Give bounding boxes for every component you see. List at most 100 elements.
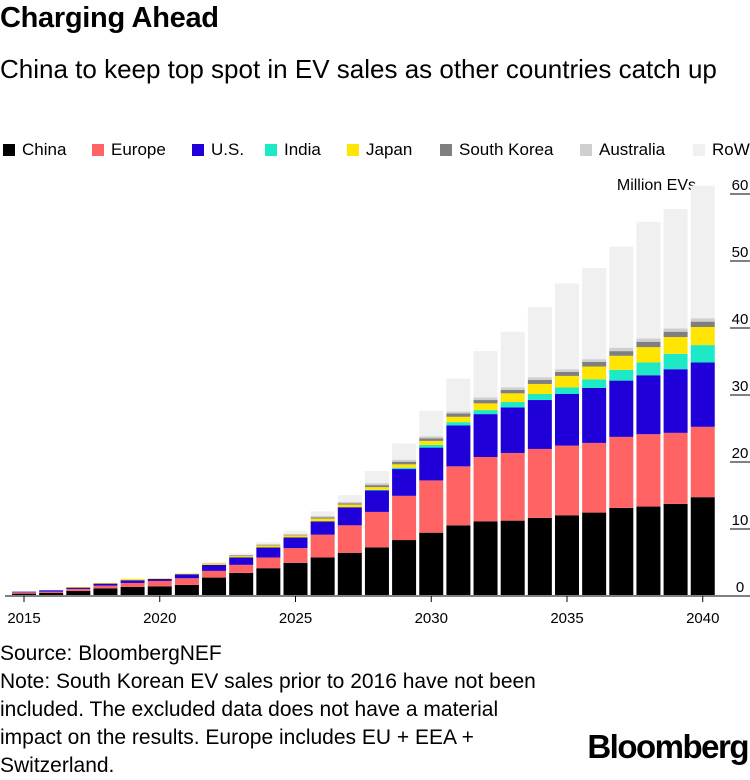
bar-segment-2031-row	[446, 378, 471, 412]
chart-subtitle: China to keep top spot in EV sales as ot…	[0, 54, 717, 84]
bar-segment-2031-china	[446, 525, 471, 595]
bar-segment-2025-china	[283, 562, 308, 595]
legend-label-india: India	[284, 140, 321, 159]
bar-segment-2036-europe	[582, 442, 607, 513]
source-text: Source: BloombergNEF	[0, 642, 222, 665]
bar-segment-2022-japan	[202, 563, 227, 565]
legend-label-us: U.S.	[211, 140, 245, 159]
legend-label-japan: Japan	[366, 140, 413, 159]
bar-segment-2029-row	[392, 443, 417, 460]
bar-segment-2033-india	[500, 402, 525, 408]
y-tick-label-40: 40	[732, 311, 749, 328]
bar-segment-2020-japan	[147, 578, 172, 579]
bar-segment-2033-china	[500, 520, 525, 595]
bar-segment-2028-u-s-	[364, 490, 389, 512]
legend-item-japan: Japan	[347, 140, 412, 160]
bar-segment-2022-china	[202, 577, 227, 595]
bar-segment-2031-australia	[446, 411, 471, 414]
bar-segment-2017-europe	[66, 588, 91, 591]
bar-segment-2016-u-s-	[39, 590, 64, 592]
bar-segment-2029-india	[392, 467, 417, 470]
chart-footer: Source: BloombergNEF Note: South Korean …	[0, 640, 540, 780]
bar-segment-2038-row	[636, 221, 661, 339]
bar-segment-2030-row	[419, 410, 444, 437]
bar-segment-2021-row	[174, 572, 199, 574]
bar-segment-2023-u-s-	[229, 557, 254, 565]
bloomberg-logo: Bloomberg	[587, 728, 749, 765]
bar-segment-2037-australia	[609, 347, 634, 352]
bar-segment-2036-china	[582, 512, 607, 595]
bar-segment-2035-india	[555, 387, 579, 394]
bar-segment-2038-u-s-	[636, 375, 661, 435]
legend-swatch-row	[693, 144, 705, 156]
bar-segment-2023-china	[229, 572, 254, 595]
legend-swatch-china	[3, 144, 15, 156]
bar-segment-2028-south-korea	[364, 485, 389, 488]
bar-segment-2039-row	[663, 209, 688, 329]
bar-segment-2035-row	[555, 283, 579, 370]
bar-segment-2038-japan	[636, 347, 661, 363]
bar-segment-2030-u-s-	[419, 447, 444, 481]
legend-item-europe: Europe	[92, 140, 166, 160]
bar-segment-2015-china	[12, 593, 36, 595]
y-tick-label-0: 0	[736, 579, 744, 596]
legend-label-row: RoW	[712, 140, 750, 159]
legend-item-us: U.S.	[192, 140, 244, 160]
legend-swatch-india	[265, 144, 277, 156]
bar-segment-2034-australia	[527, 377, 552, 380]
bar-segment-2036-u-s-	[582, 387, 607, 443]
bar-segment-2032-japan	[473, 403, 498, 411]
bar-segment-2030-europe	[419, 480, 444, 533]
x-tick-label-2035: 2035	[550, 610, 583, 627]
bar-segment-2038-china	[636, 506, 661, 595]
bar-segment-2022-australia	[202, 562, 227, 564]
y-tick-label-30: 30	[732, 378, 749, 395]
bar-segment-2035-south-korea	[555, 371, 579, 376]
bar-segment-2025-japan	[283, 535, 308, 538]
bar-segment-2021-china	[174, 584, 199, 595]
bar-segment-2027-south-korea	[337, 503, 362, 505]
bar-segment-2025-europe	[283, 548, 308, 563]
bar-segment-2032-china	[473, 521, 498, 595]
bar-segment-2023-europe	[229, 564, 254, 573]
bar-segment-2018-europe	[93, 585, 118, 589]
bar-segment-2039-india	[663, 353, 688, 370]
bar-segment-2025-australia	[283, 534, 308, 535]
bar-segment-2015-europe	[12, 592, 36, 594]
bar-segment-2033-japan	[500, 393, 525, 403]
bar-segment-2027-japan	[337, 504, 362, 508]
bar-segment-2015-u-s-	[12, 591, 36, 593]
bar-segment-2027-china	[337, 552, 362, 595]
bar-segment-2027-australia	[337, 501, 362, 504]
bar-segment-2040-japan	[690, 327, 715, 346]
bar-segment-2040-australia	[690, 318, 715, 322]
bar-segment-2027-row	[337, 495, 362, 502]
bar-segment-2023-japan	[229, 556, 254, 558]
bar-segment-2024-row	[256, 542, 281, 545]
bar-segment-2033-europe	[500, 452, 525, 521]
bar-segment-2029-australia	[392, 459, 417, 462]
bar-segment-2031-u-s-	[446, 425, 471, 467]
bar-segment-2034-europe	[527, 448, 552, 518]
bar-segment-2035-australia	[555, 369, 579, 372]
bar-segment-2032-india	[473, 410, 498, 415]
bar-segment-2025-south-korea	[283, 534, 308, 536]
bar-segment-2040-u-s-	[690, 362, 715, 427]
bar-segment-2024-europe	[256, 557, 281, 569]
bar-segment-2034-row	[527, 306, 552, 378]
bar-segment-2035-china	[555, 515, 579, 595]
legend-swatch-south-korea	[440, 144, 452, 156]
bar-segment-2027-europe	[337, 525, 362, 553]
bar-segment-2039-south-korea	[663, 331, 688, 338]
x-tick-label-2040: 2040	[686, 610, 719, 627]
bar-segment-2026-japan	[310, 518, 335, 522]
stacked-bar-chart: Million EVs 2015 2020 2025 2030 2035 20400102…	[5, 177, 750, 627]
bar-segment-2022-row	[202, 562, 227, 563]
bar-segment-2023-row	[229, 553, 254, 555]
bar-segment-2024-south-korea	[256, 544, 281, 546]
bar-segment-2037-u-s-	[609, 380, 634, 437]
bar-segment-2031-india	[446, 422, 471, 426]
bar-segment-2036-south-korea	[582, 361, 607, 367]
bar-segment-2028-australia	[364, 483, 389, 486]
